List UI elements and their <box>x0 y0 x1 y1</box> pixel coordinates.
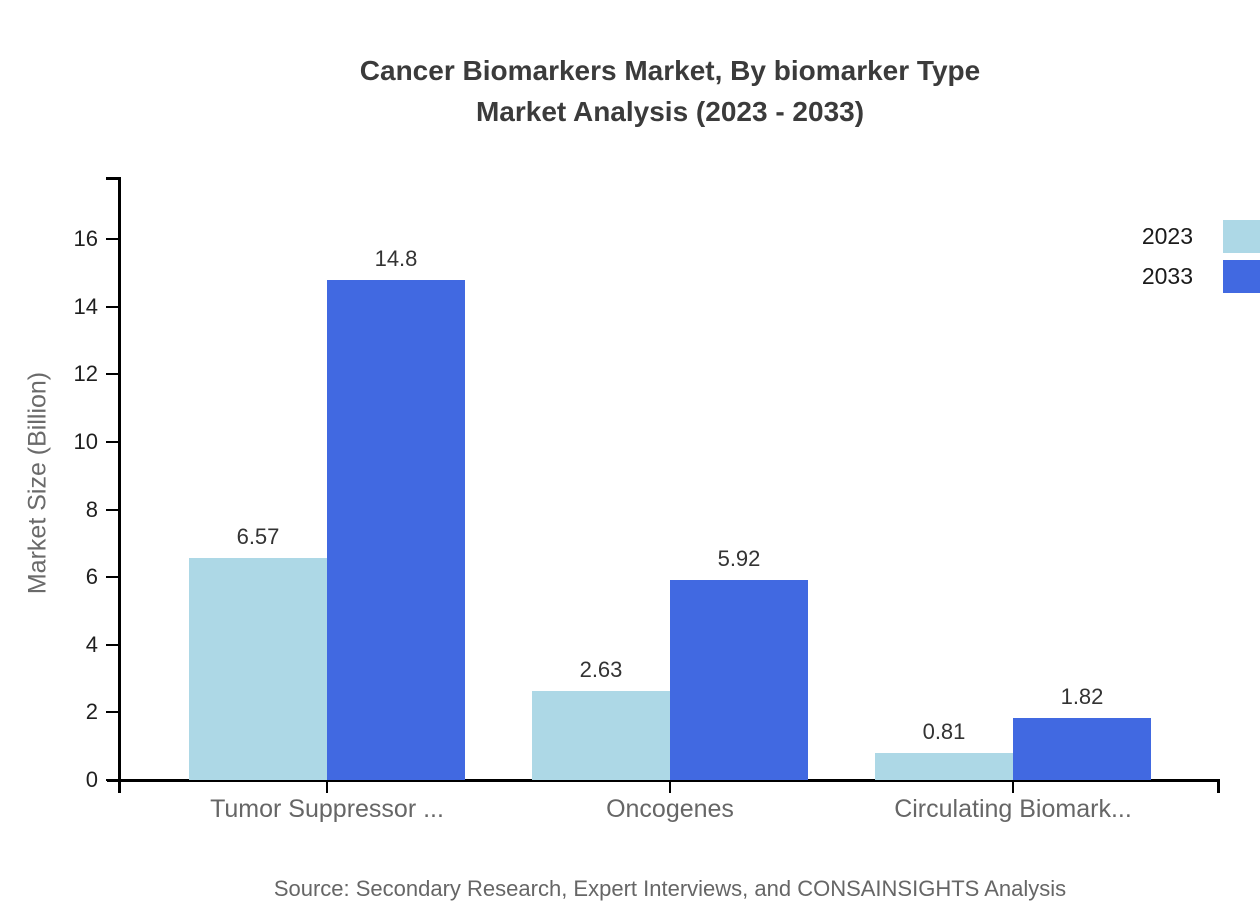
y-tick-label: 2 <box>85 699 98 725</box>
legend-label: 2033 <box>1141 263 1193 289</box>
legend-swatch-2023 <box>1223 220 1260 253</box>
y-tick-label: 6 <box>85 564 98 590</box>
title-line-1: Cancer Biomarkers Market, By biomarker T… <box>359 55 981 86</box>
x-axis-line <box>107 779 1220 782</box>
y-tick-label: 16 <box>73 226 98 252</box>
y-tick <box>106 305 118 308</box>
y-tick-label: 8 <box>85 496 98 522</box>
bar-2033 <box>1013 718 1151 780</box>
y-tick <box>106 576 118 579</box>
y-tick-label: 10 <box>73 429 98 454</box>
y-tick <box>106 441 118 443</box>
legend: 2023 2033 <box>1142 220 1260 293</box>
y-tick <box>106 711 118 714</box>
bar-value-label: 14.8 <box>374 246 418 271</box>
legend-item-2023: 2023 <box>1142 220 1260 253</box>
bar-2033 <box>327 280 465 780</box>
bar-value-label: 5.92 <box>717 546 761 571</box>
y-tick <box>106 643 118 646</box>
legend-item-2033: 2033 <box>1142 260 1260 293</box>
x-category-tick <box>326 781 328 793</box>
legend-label: 2023 <box>1141 223 1193 249</box>
source-note: Source: Secondary Research, Expert Inter… <box>273 876 1067 901</box>
x-category-label: Tumor Suppressor ... <box>210 795 444 823</box>
y-axis-line <box>118 177 121 793</box>
y-tick <box>106 779 118 781</box>
title-line-2: Market Analysis (2023 - 2033) <box>475 96 865 127</box>
x-category-label: Circulating Biomark... <box>894 795 1132 823</box>
bar-2033 <box>670 580 808 780</box>
y-tick <box>106 508 118 511</box>
bar-value-label: 6.57 <box>236 524 280 549</box>
bar-value-label: 0.81 <box>922 719 966 744</box>
x-category-tick <box>669 781 671 793</box>
y-tick-label: 0 <box>85 767 98 792</box>
y-tick-label: 12 <box>73 361 98 387</box>
bar-2023 <box>189 558 327 780</box>
y-tick <box>106 373 118 376</box>
legend-swatch-2033 <box>1223 260 1260 293</box>
x-category-label: Oncogenes <box>606 795 734 823</box>
bar-2023 <box>532 691 670 780</box>
bar-2023 <box>875 753 1013 780</box>
x-axis-end-tick <box>1217 781 1220 793</box>
page-title: Cancer Biomarkers Market, By biomarker T… <box>140 50 1200 132</box>
y-tick <box>106 238 118 241</box>
bar-value-label: 2.63 <box>579 657 623 682</box>
y-tick-label: 4 <box>85 631 98 657</box>
x-category-tick <box>1012 781 1014 793</box>
y-axis-top-tick <box>106 177 118 180</box>
bar-value-label: 1.82 <box>1060 684 1104 709</box>
y-tick-label: 14 <box>73 293 98 319</box>
